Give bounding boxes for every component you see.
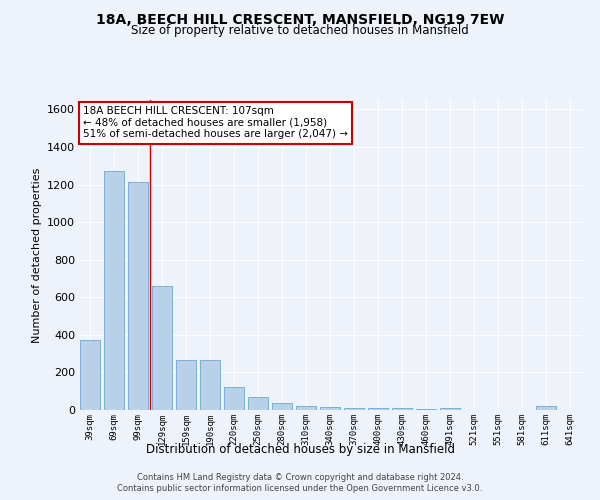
Bar — [224, 388, 244, 410]
Bar — [296, 406, 316, 410]
Text: Contains HM Land Registry data © Crown copyright and database right 2024.: Contains HM Land Registry data © Crown c… — [137, 472, 463, 482]
Y-axis label: Number of detached properties: Number of detached properties — [32, 168, 41, 342]
Bar — [176, 360, 196, 410]
Text: Contains public sector information licensed under the Open Government Licence v3: Contains public sector information licen… — [118, 484, 482, 493]
Text: Distribution of detached houses by size in Mansfield: Distribution of detached houses by size … — [146, 442, 455, 456]
Bar — [368, 408, 388, 410]
Text: 18A BEECH HILL CRESCENT: 107sqm
← 48% of detached houses are smaller (1,958)
51%: 18A BEECH HILL CRESCENT: 107sqm ← 48% of… — [83, 106, 348, 140]
Text: 18A, BEECH HILL CRESCENT, MANSFIELD, NG19 7EW: 18A, BEECH HILL CRESCENT, MANSFIELD, NG1… — [96, 12, 504, 26]
Bar — [128, 182, 148, 410]
Bar — [344, 408, 364, 410]
Bar — [104, 172, 124, 410]
Bar — [536, 406, 556, 410]
Text: Size of property relative to detached houses in Mansfield: Size of property relative to detached ho… — [131, 24, 469, 37]
Bar — [392, 408, 412, 410]
Bar — [416, 409, 436, 410]
Bar — [320, 407, 340, 410]
Bar — [440, 408, 460, 410]
Bar — [80, 340, 100, 410]
Bar — [200, 360, 220, 410]
Bar — [272, 404, 292, 410]
Bar — [152, 286, 172, 410]
Bar — [248, 397, 268, 410]
